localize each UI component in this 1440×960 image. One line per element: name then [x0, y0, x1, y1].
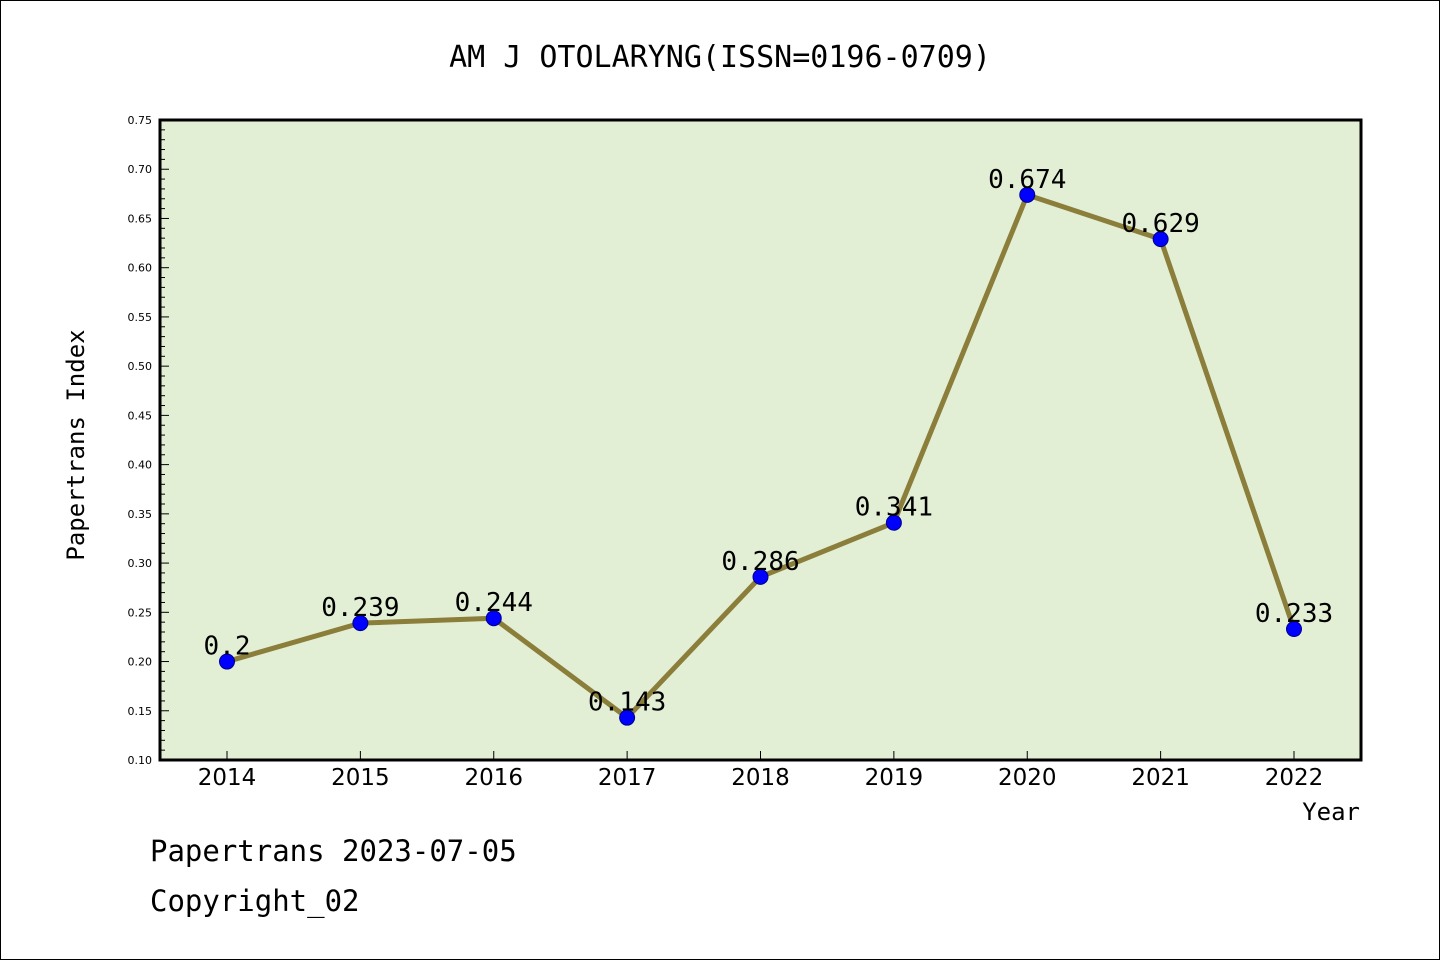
data-labels: 0.2 0.239 0.244 0.143 0.286 0.341 0.674 0.629 0.…: [204, 165, 1334, 718]
plot-area: [160, 120, 1361, 760]
y-tick-label: 0.10: [128, 754, 153, 767]
x-tick-label: 2015: [331, 765, 390, 791]
chart-title: AM J OTOLARYNG(ISSN=0196-0709): [449, 40, 991, 75]
y-tick-label: 0.25: [128, 606, 153, 619]
footer-date: Papertrans 2023-07-05: [150, 834, 517, 868]
data-label: 0.286: [721, 547, 799, 577]
y-tick-label: 0.15: [128, 705, 153, 718]
data-point: [752, 568, 769, 585]
data-label: 0.2: [204, 632, 251, 662]
y-axis-ticks: 0.10 0.15 0.20 0.25 0.30 0.35 0.40 0.45 0.50 0.55…: [128, 114, 153, 767]
data-label: 0.143: [588, 688, 666, 718]
x-tick-label: 2022: [1265, 765, 1324, 791]
y-tick-label: 0.35: [128, 508, 153, 521]
y-tick-label: 0.20: [128, 656, 153, 669]
y-tick-label: 0.30: [128, 557, 153, 570]
y-tick-label: 0.65: [128, 212, 153, 225]
data-point: [485, 610, 502, 627]
data-point: [219, 653, 235, 670]
footer-copyright: Copyright_02: [150, 884, 360, 918]
x-axis-ticks: 2014 2015 2016 2017 2018 2019 2020 2021 2022: [198, 751, 1324, 791]
x-tick-label: 2014: [198, 765, 257, 791]
y-tick-label: 0.40: [128, 459, 153, 472]
y-tick-label: 0.75: [128, 114, 153, 127]
data-point: [619, 709, 636, 726]
x-axis-label: Year: [1302, 798, 1360, 826]
y-tick-label: 0.60: [128, 262, 153, 275]
data-point: [1019, 186, 1036, 203]
data-point: [885, 514, 902, 531]
y-tick-label: 0.45: [128, 409, 153, 422]
x-tick-label: 2019: [865, 765, 924, 791]
data-label: 0.244: [455, 588, 533, 618]
x-tick-label: 2021: [1131, 765, 1190, 791]
data-markers: [219, 186, 1302, 726]
data-label: 0.239: [321, 593, 399, 623]
x-tick-label: 2016: [464, 765, 523, 791]
x-tick-label: 2020: [998, 765, 1057, 791]
data-label: 0.674: [988, 165, 1066, 195]
data-label: 0.341: [855, 493, 933, 523]
data-label: 0.233: [1255, 599, 1333, 629]
plot-border: [158, 118, 1363, 762]
y-axis-label: Papertrans Index: [62, 329, 90, 560]
data-point: [1152, 231, 1169, 248]
x-tick-label: 2017: [598, 765, 657, 791]
y-tick-label: 0.50: [128, 360, 153, 373]
y-tick-label: 0.70: [128, 163, 153, 176]
data-label: 0.629: [1121, 209, 1199, 239]
y-tick-label: 0.55: [128, 311, 153, 324]
data-point: [352, 615, 369, 632]
data-point: [1286, 621, 1302, 638]
x-tick-label: 2018: [731, 765, 790, 791]
